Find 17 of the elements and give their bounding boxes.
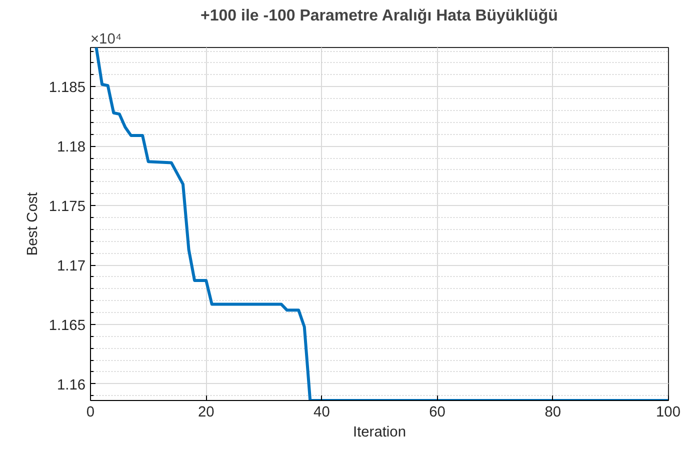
line-series	[94, 48, 668, 400]
y-axis-title: Best Cost	[24, 192, 41, 256]
y-tick-label: 1.17	[56, 258, 86, 275]
text: ×10⁴	[90, 32, 122, 48]
x-tick-label: 100	[656, 404, 681, 420]
x-axis-title: Iteration	[353, 424, 406, 440]
chart-title: +100 ile -100 Parametre Aralığı Hata Büyüklüğü	[200, 8, 558, 24]
x-tick-label: 40	[314, 404, 330, 420]
y-tick-label: 1.16	[56, 377, 86, 394]
y-tick-label: 1.175	[48, 199, 86, 216]
x-tick-label: 20	[198, 404, 214, 420]
y-tick-label: 1.18	[56, 140, 86, 156]
x-tick-label: 0	[86, 404, 95, 420]
y-tick-label: 1.185	[48, 80, 86, 96]
x-tick-label: 80	[544, 404, 562, 420]
y-tick-label: 1.165	[48, 318, 86, 334]
x-tick-label: 60	[429, 404, 446, 420]
